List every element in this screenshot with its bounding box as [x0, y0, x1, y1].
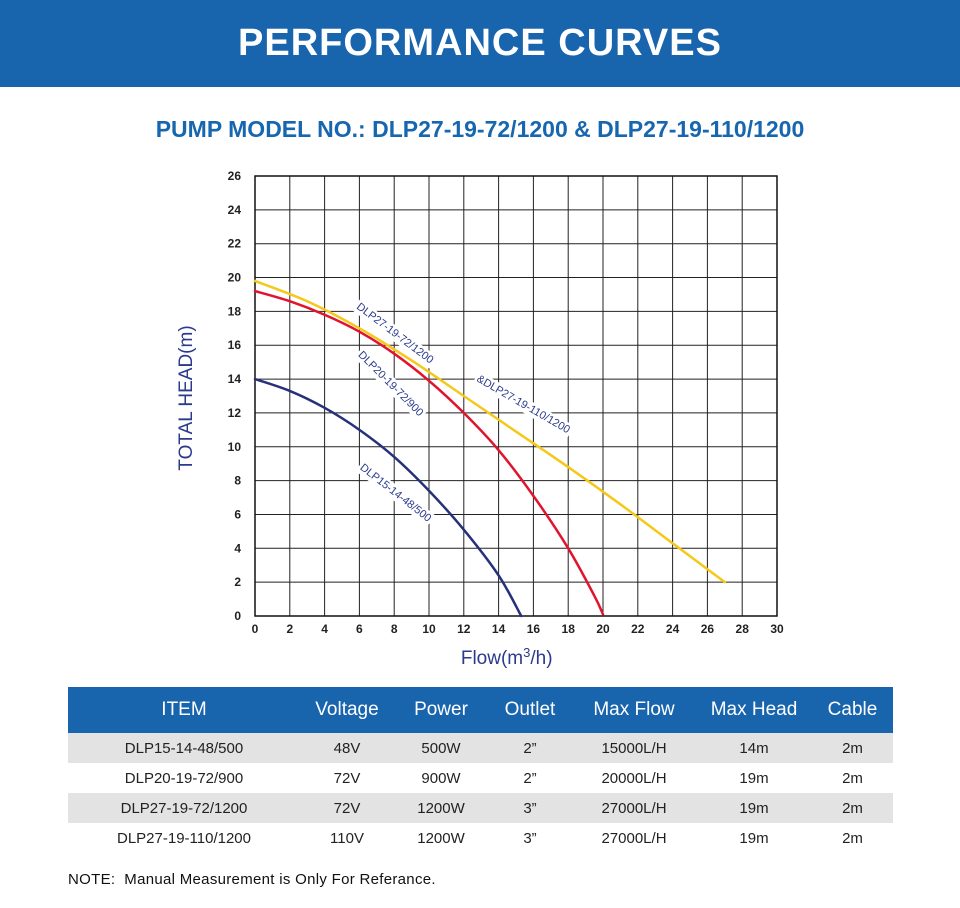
cell-outlet: 2”	[523, 769, 537, 787]
y-tick-label: 2	[234, 575, 241, 589]
cell-max-head: 19m	[739, 829, 769, 847]
x-axis-label-end: /h)	[530, 648, 552, 669]
x-tick-label: 8	[391, 622, 398, 636]
y-tick-label: 10	[228, 440, 242, 454]
table-row: DLP27-19-110/1200 110V 1200W 3” 27000L/H…	[68, 823, 893, 853]
x-tick-label: 24	[666, 622, 680, 636]
chart-grid	[254, 175, 778, 617]
x-axis-label-sup: 3	[523, 645, 530, 660]
label-dlp15-14-48-500: DLP15-14-48/500	[358, 462, 434, 525]
cell-item: DLP27-19-72/1200	[68, 793, 300, 823]
y-axis-label: TOTAL HEAD(m)	[176, 325, 197, 470]
cell-cable: 2m	[842, 769, 863, 787]
cell-outlet: 3”	[488, 793, 572, 823]
cell-max-flow: 27000L/H	[572, 793, 696, 823]
cell-power: 1200W	[417, 829, 465, 847]
cell-power: 1200W	[394, 793, 488, 823]
cell-max-head: 14m	[696, 733, 812, 763]
cell-voltage: 48V	[300, 733, 394, 763]
y-tick-label: 18	[228, 304, 242, 318]
y-tick-label: 22	[228, 237, 242, 251]
y-tick-label: 8	[234, 474, 241, 488]
x-tick-label: 30	[770, 622, 784, 636]
label-dlp15-14-48-500-group: DLP15-14-48/500	[355, 459, 436, 527]
x-axis-label-main: Flow(m	[461, 648, 523, 669]
table-row: DLP27-19-72/1200 72V 1200W 3” 27000L/H 1…	[68, 793, 893, 823]
x-tick-label: 22	[631, 622, 645, 636]
header-voltage: Voltage	[300, 687, 394, 733]
label-dlp20-19-72-900: DLP20-19-72/900	[356, 349, 426, 419]
x-tick-label: 14	[492, 622, 506, 636]
cell-cable: 2m	[812, 733, 893, 763]
cell-cable: 2m	[842, 829, 863, 847]
header-max-flow: Max Flow	[572, 687, 696, 733]
chart-ticks: 0 2 4 6 8 10 12 14 16 18 20 22 24 26 28 300246810121416…	[228, 169, 784, 636]
x-tick-label: 16	[527, 622, 541, 636]
table-row: DLP15-14-48/500 48V 500W 2” 15000L/H 14m…	[68, 733, 893, 763]
plot-frame	[254, 175, 778, 617]
footnote: NOTE: Manual Measurement is Only For Ref…	[68, 871, 436, 888]
label-dlp27-19-110-1200: &DLP27-19-110/1200	[474, 373, 571, 436]
cell-voltage: 72V	[300, 793, 394, 823]
cell-power: 500W	[394, 733, 488, 763]
curve-dlp15-14-48-500	[253, 377, 523, 618]
x-tick-label: 0	[252, 622, 259, 636]
cell-outlet: 2”	[488, 733, 572, 763]
performance-chart: 0 2 4 6 8 10 12 14 16 18 20 22 24 26 28 300246810121416…	[176, 169, 784, 670]
header-banner	[0, 0, 960, 87]
y-tick-label: 24	[228, 203, 242, 217]
y-tick-label: 4	[234, 541, 241, 555]
header-max-head: Max Head	[696, 687, 812, 733]
x-tick-label: 10	[422, 622, 436, 636]
x-tick-label: 28	[736, 622, 750, 636]
cell-outlet: 3”	[523, 829, 537, 847]
label-dlp15-14-48-500-backing	[355, 459, 436, 527]
table-header-row: ITEM Voltage Power Outlet Max Flow Max H…	[68, 687, 893, 733]
cell-max-head: 19m	[739, 769, 769, 787]
chart-curves	[253, 279, 727, 618]
y-tick-label: 16	[228, 338, 242, 352]
label-dlp27-19-72-1200-backing	[351, 298, 438, 369]
cell-power: 900W	[421, 769, 461, 787]
x-tick-label: 26	[701, 622, 715, 636]
pump-spec-table: ITEM Voltage Power Outlet Max Flow Max H…	[68, 687, 893, 853]
cell-item: DLP15-14-48/500	[68, 733, 300, 763]
pump-model-subtitle: PUMP MODEL NO.: DLP27-19-72/1200 & DLP27…	[155, 116, 805, 142]
y-tick-label: 14	[228, 372, 242, 386]
label-dlp27-19-110-1200-backing	[472, 371, 575, 439]
x-tick-label: 18	[562, 622, 576, 636]
cell-max-flow: 20000L/H	[601, 769, 667, 787]
cell-max-head: 19m	[696, 793, 812, 823]
x-tick-label: 20	[596, 622, 610, 636]
y-tick-label: 12	[228, 406, 242, 420]
header-cable: Cable	[812, 687, 893, 733]
cell-item: DLP20-19-72/900	[124, 769, 244, 787]
cell-max-flow: 27000L/H	[601, 829, 667, 847]
x-tick-label: 4	[321, 622, 328, 636]
label-dlp20-19-72-900-backing	[353, 346, 428, 422]
y-tick-label: 20	[228, 271, 242, 285]
cell-voltage: 110V	[330, 829, 364, 847]
page-title: PERFORMANCE CURVES	[238, 22, 722, 64]
x-tick-label: 12	[457, 622, 471, 636]
table-row: DLP20-19-72/900 72V 900W 2” 20000L/H 19m…	[68, 763, 893, 793]
cell-max-flow: 15000L/H	[572, 733, 696, 763]
curve-dlp20-19-72-900	[253, 289, 605, 616]
y-tick-label: 0	[234, 609, 241, 623]
x-tick-label: 6	[356, 622, 363, 636]
x-tick-label: 2	[286, 622, 293, 636]
y-tick-label: 6	[234, 507, 241, 521]
cell-voltage: 72V	[333, 769, 361, 787]
y-tick-label: 26	[228, 169, 242, 183]
curve-dlp27-19-1200	[253, 279, 727, 584]
label-dlp27-19-110-1200-group: &DLP27-19-110/1200	[472, 371, 575, 439]
header-item: ITEM	[68, 687, 300, 733]
header-power: Power	[394, 687, 488, 733]
x-axis-label: Flow(m3/h)	[461, 645, 553, 670]
header-outlet: Outlet	[488, 687, 572, 733]
cell-cable: 2m	[812, 793, 893, 823]
cell-item: DLP27-19-110/1200	[117, 829, 251, 847]
